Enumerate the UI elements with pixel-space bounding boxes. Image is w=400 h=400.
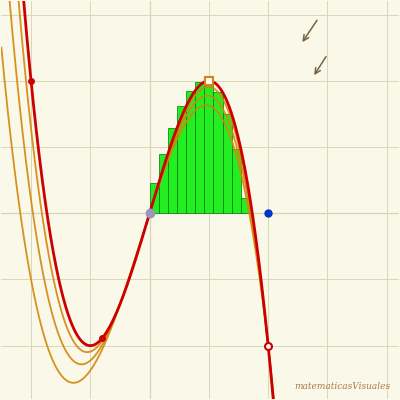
Text: matematicasVisuales: matematicasVisuales — [294, 382, 391, 391]
Bar — [168, 128, 177, 213]
Bar — [195, 82, 204, 213]
Bar — [150, 183, 159, 213]
Bar — [186, 90, 195, 213]
Bar — [177, 106, 186, 213]
Bar — [222, 114, 232, 213]
Bar — [241, 198, 250, 213]
Bar — [214, 92, 222, 213]
Bar — [204, 82, 214, 213]
Bar — [232, 149, 241, 213]
Bar — [159, 154, 168, 213]
